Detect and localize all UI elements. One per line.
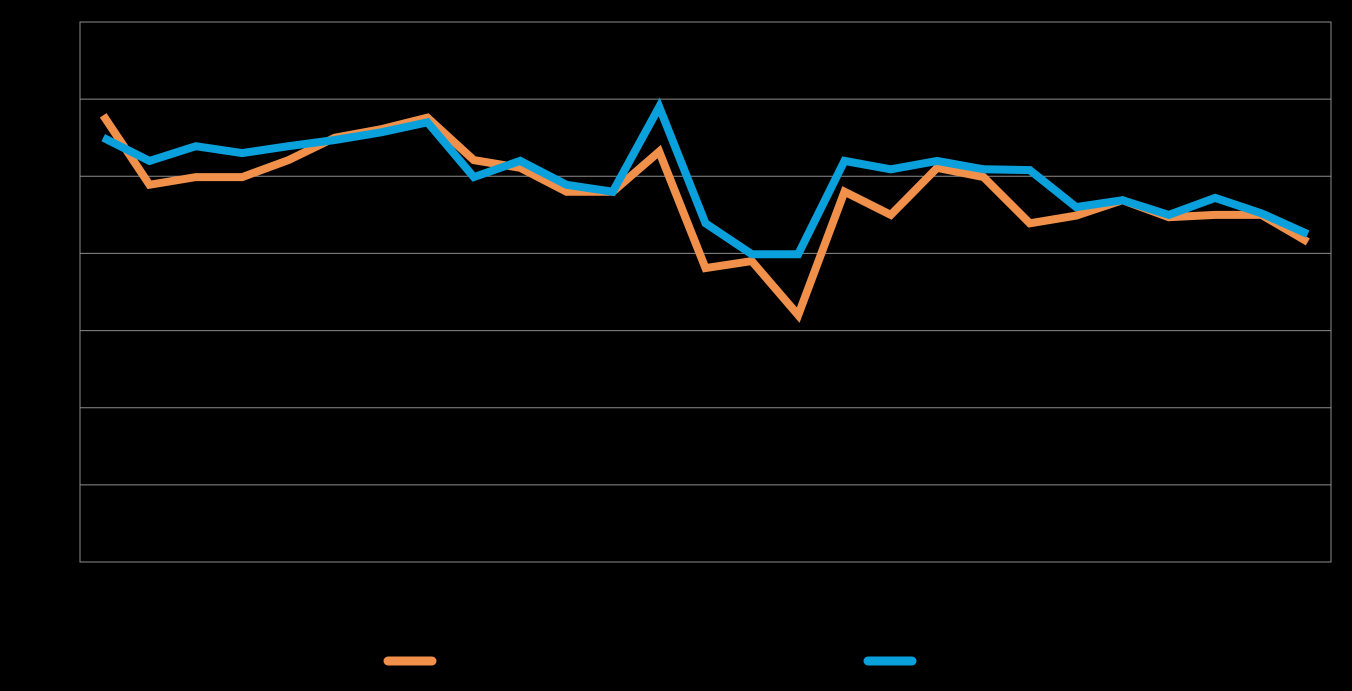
y-tick-label: 6 <box>64 90 72 106</box>
y-tick-label: 2 <box>64 398 72 414</box>
plot-area <box>79 21 1332 563</box>
y-tick-label: 3 <box>64 321 72 337</box>
series-line <box>101 97 1310 259</box>
y-tick-label: 1 <box>64 476 72 492</box>
y-tick-label: 4 <box>64 244 72 260</box>
y-tick-label: 5 <box>64 167 72 183</box>
y-tick-label: 7 <box>64 13 72 29</box>
y-tick-label: 0 <box>64 553 72 569</box>
